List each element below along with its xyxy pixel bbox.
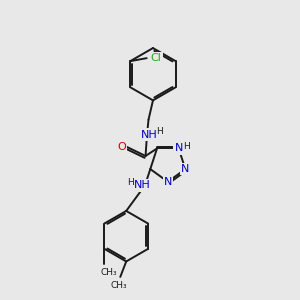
Text: CH₃: CH₃: [100, 268, 117, 277]
Text: H: H: [127, 178, 134, 187]
Text: H: H: [184, 142, 190, 151]
Text: N: N: [181, 164, 190, 174]
Text: H: H: [156, 127, 163, 136]
Text: NH: NH: [134, 180, 150, 190]
Text: N: N: [175, 143, 183, 154]
Text: NH: NH: [140, 130, 157, 140]
Text: N: N: [164, 177, 172, 187]
Text: CH₃: CH₃: [110, 281, 127, 290]
Text: O: O: [117, 142, 126, 152]
Text: Cl: Cl: [151, 53, 162, 63]
